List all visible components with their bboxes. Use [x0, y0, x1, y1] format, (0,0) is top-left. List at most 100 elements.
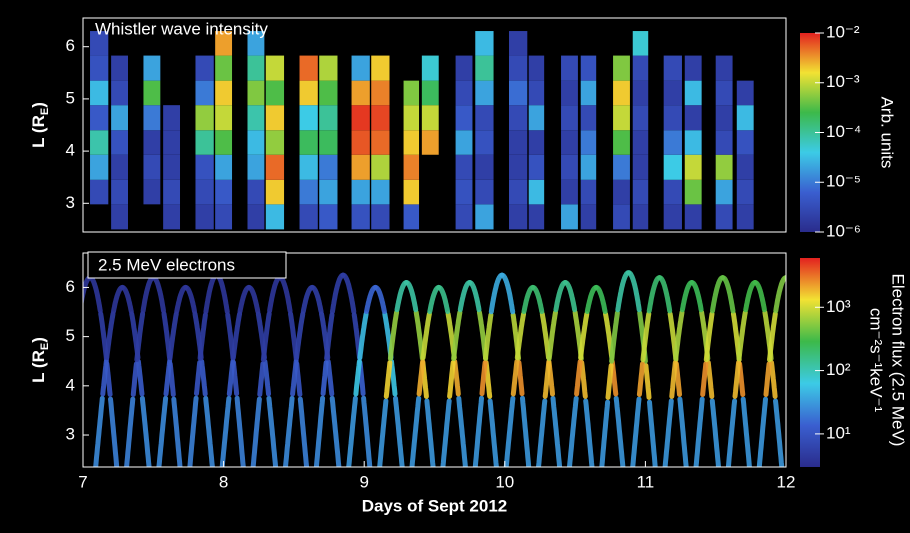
- heatmap-cell: [371, 179, 390, 205]
- heatmap-cell: [215, 130, 233, 155]
- heatmap-cell: [403, 204, 420, 230]
- orbit-trace: [383, 360, 393, 399]
- orbit-trace: [677, 396, 689, 467]
- orbit-trace: [487, 398, 499, 467]
- orbit-trace: [567, 395, 579, 467]
- heatmap-cell: [561, 204, 578, 230]
- heatmap-cell: [143, 80, 161, 106]
- heatmap-cell: [632, 80, 649, 106]
- orbit-trace: [324, 312, 335, 361]
- orbit-trace: [510, 359, 520, 397]
- orbit-trace: [163, 359, 173, 397]
- orbit-trace: [183, 284, 197, 314]
- heatmap-cell: [143, 105, 161, 131]
- heatmap-cell: [509, 154, 528, 180]
- heatmap-cell: [561, 80, 578, 106]
- orbit-trace: [693, 396, 705, 467]
- orbit-trace: [372, 284, 387, 314]
- heatmap-cell: [715, 80, 733, 106]
- heatmap-cell: [421, 55, 439, 81]
- orbit-trace: [346, 395, 358, 467]
- orbit-trace: [266, 395, 279, 467]
- heatmap-cell: [143, 154, 161, 180]
- colorbar-tick-label: 10²: [826, 360, 851, 379]
- heatmap-cell: [613, 80, 630, 106]
- heatmap-cell: [528, 204, 545, 230]
- heatmap-cell: [561, 55, 578, 81]
- y-tick-label: 6: [66, 36, 75, 55]
- heatmap-cell: [351, 130, 370, 155]
- heatmap-cell: [265, 130, 285, 155]
- heatmap-cell: [561, 154, 578, 180]
- heatmap-cell: [247, 204, 265, 230]
- orbit-trace: [640, 311, 652, 363]
- orbit-trace: [636, 361, 645, 397]
- orbit-trace: [578, 311, 590, 361]
- orbit-trace: [542, 360, 552, 399]
- y-axis-label: L (RE): [29, 337, 50, 383]
- heatmap-cell: [299, 80, 318, 106]
- heatmap-cell: [528, 55, 545, 81]
- orbit-trace: [647, 399, 658, 467]
- heatmap-cell: [403, 80, 420, 106]
- heatmap-cell: [475, 179, 494, 205]
- heatmap-cell: [632, 154, 649, 180]
- x-tick-label: 9: [359, 472, 368, 491]
- heatmap-cell: [90, 130, 109, 155]
- orbit-trace: [605, 363, 614, 400]
- heatmap-cell: [455, 179, 473, 205]
- orbit-trace: [361, 395, 373, 467]
- colorbar-tick-label: 10¹: [826, 423, 851, 442]
- heatmap-cell: [580, 80, 597, 106]
- orbit-trace: [499, 272, 516, 315]
- x-tick-label: 12: [777, 472, 796, 491]
- heatmap-cell: [247, 55, 265, 81]
- heatmap-cell: [371, 105, 390, 131]
- orbit-trace: [767, 311, 778, 363]
- heatmap-cell: [528, 154, 545, 180]
- panel-title: Whistler wave intensity: [95, 19, 268, 38]
- orbit-trace: [171, 396, 183, 467]
- orbit-trace: [516, 360, 525, 397]
- orbit-trace: [230, 311, 243, 361]
- orbit-trace: [313, 395, 326, 467]
- orbit-trace: [503, 395, 516, 467]
- orbit-trace: [187, 395, 199, 467]
- heatmap-cell: [247, 154, 265, 180]
- heatmap-cell: [111, 130, 128, 155]
- heatmap-cell: [351, 154, 370, 180]
- heatmap-cell: [143, 179, 161, 205]
- heatmap-cell: [663, 130, 682, 155]
- heatmap-cell: [90, 154, 109, 180]
- orbit-trace: [104, 311, 116, 361]
- orbit-trace: [167, 311, 179, 361]
- heatmap-cell: [111, 179, 128, 205]
- y-tick-label: 4: [66, 375, 75, 394]
- heatmap-cell: [90, 105, 109, 131]
- heatmap-cell: [215, 179, 233, 205]
- heatmap-cell: [715, 130, 733, 155]
- orbit-trace: [199, 359, 208, 397]
- heatmap-cell: [111, 105, 128, 131]
- heatmap-cell: [265, 55, 285, 81]
- y-axis-label-text: L (R: [29, 350, 48, 383]
- x-axis-label: Days of Sept 2012: [362, 496, 508, 515]
- orbit-trace: [134, 311, 146, 363]
- heatmap-cell: [509, 31, 528, 56]
- heatmap-cell: [663, 105, 682, 131]
- heatmap-cell: [663, 204, 682, 230]
- heatmap-cell: [455, 105, 473, 131]
- orbit-trace: [203, 395, 215, 467]
- axes-frame: [82, 17, 787, 233]
- orbit-trace: [234, 395, 246, 467]
- heatmap-cell: [475, 154, 494, 180]
- heatmap-cell: [247, 31, 265, 56]
- heatmap-cell: [143, 130, 161, 155]
- heatmap-cell: [215, 204, 233, 230]
- heatmap-cell: [475, 31, 494, 56]
- axes-frame: [82, 252, 787, 468]
- heatmap-cell: [421, 130, 439, 155]
- heatmap-cell: [684, 105, 702, 131]
- heatmap-cell: [90, 55, 109, 81]
